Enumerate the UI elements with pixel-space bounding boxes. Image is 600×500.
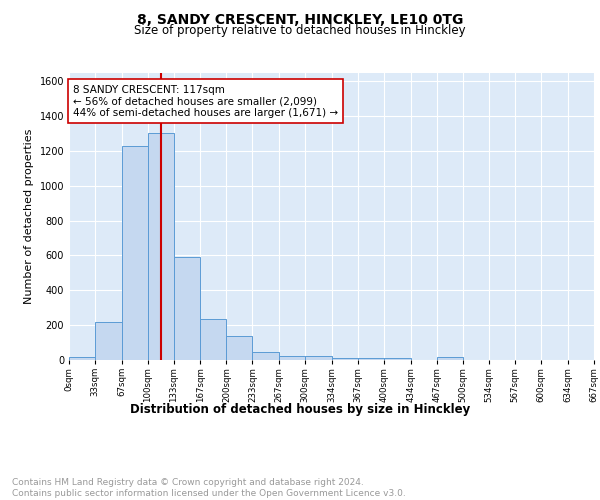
- Bar: [305, 356, 332, 360]
- Bar: [95, 322, 122, 360]
- Bar: [148, 134, 173, 360]
- Bar: [358, 358, 384, 360]
- Bar: [173, 257, 200, 360]
- Bar: [253, 352, 279, 360]
- Bar: [437, 357, 463, 360]
- Text: 8, SANDY CRESCENT, HINCKLEY, LE10 0TG: 8, SANDY CRESCENT, HINCKLEY, LE10 0TG: [137, 12, 463, 26]
- Text: Distribution of detached houses by size in Hinckley: Distribution of detached houses by size …: [130, 402, 470, 415]
- Bar: [122, 146, 148, 360]
- Bar: [200, 319, 226, 360]
- Text: Size of property relative to detached houses in Hinckley: Size of property relative to detached ho…: [134, 24, 466, 37]
- Bar: [332, 358, 358, 360]
- Bar: [226, 336, 253, 360]
- Text: 8 SANDY CRESCENT: 117sqm
← 56% of detached houses are smaller (2,099)
44% of sem: 8 SANDY CRESCENT: 117sqm ← 56% of detach…: [73, 84, 338, 118]
- Text: Contains HM Land Registry data © Crown copyright and database right 2024.
Contai: Contains HM Land Registry data © Crown c…: [12, 478, 406, 498]
- Bar: [69, 358, 95, 360]
- Bar: [384, 358, 410, 360]
- Bar: [279, 356, 305, 360]
- Y-axis label: Number of detached properties: Number of detached properties: [24, 128, 34, 304]
